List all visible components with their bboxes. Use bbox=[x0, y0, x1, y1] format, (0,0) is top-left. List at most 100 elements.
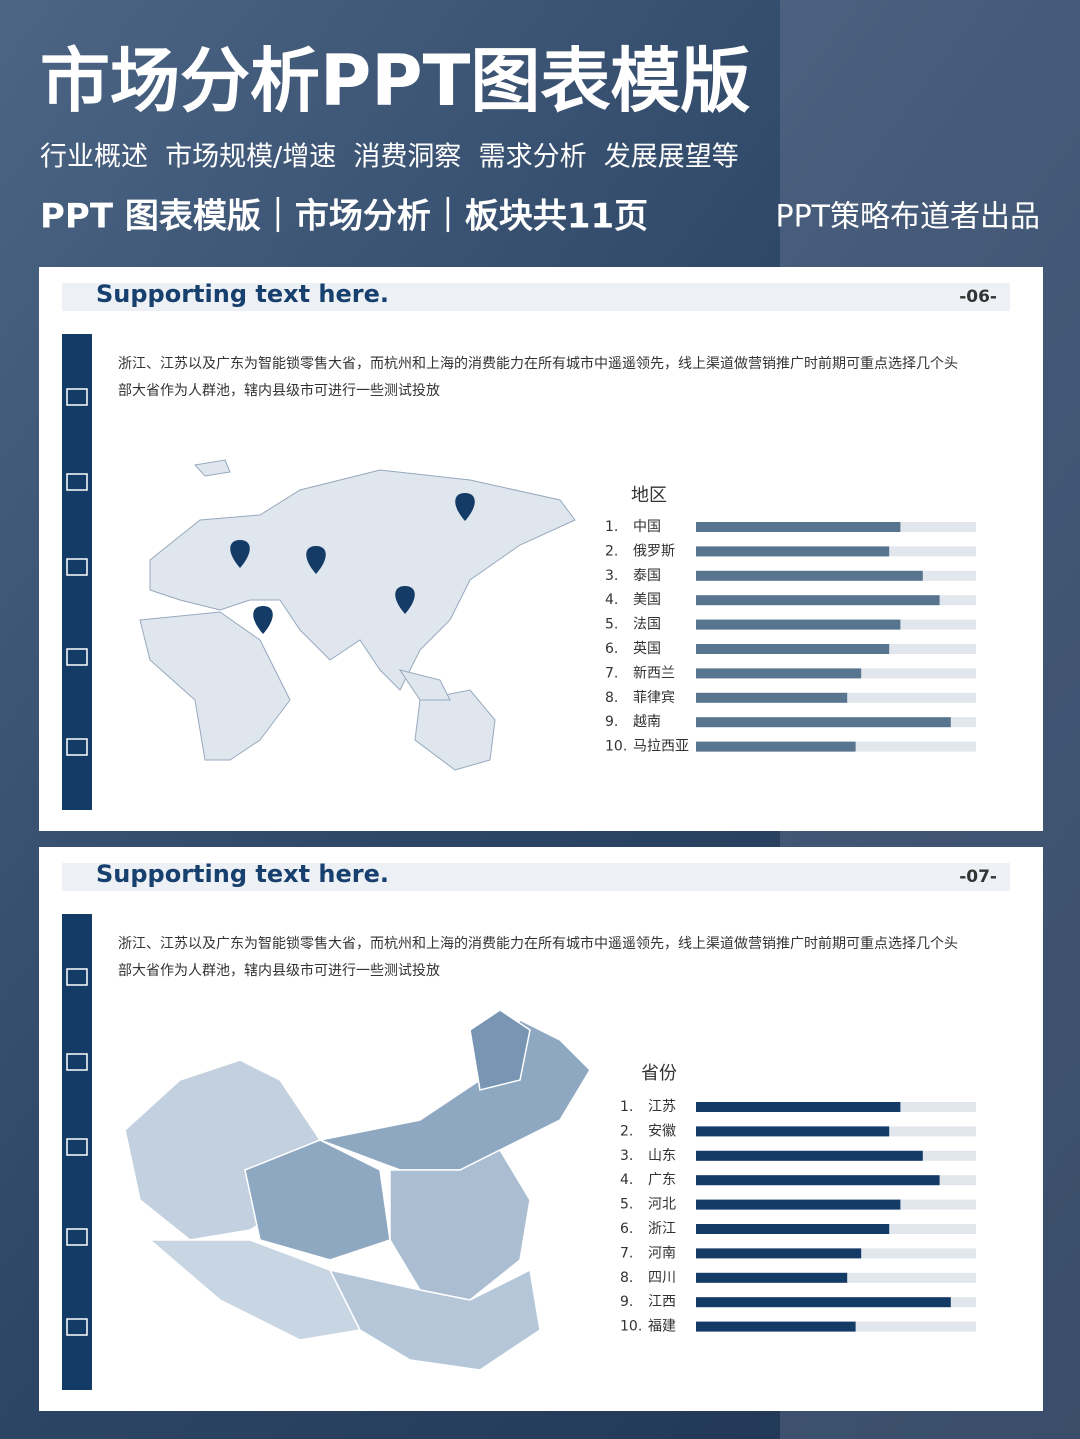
category-label: 马拉西亚 bbox=[633, 739, 689, 755]
map-pin bbox=[230, 540, 250, 568]
category-label: 美国 bbox=[633, 592, 661, 608]
slide-header-band bbox=[62, 283, 1010, 311]
category-label: 浙江 bbox=[648, 1221, 676, 1237]
sidebar-icon bbox=[66, 1228, 88, 1246]
rank-label: 10. bbox=[605, 739, 627, 755]
map-region bbox=[398, 669, 451, 701]
category-label: 中国 bbox=[633, 519, 661, 535]
map-pin bbox=[395, 586, 415, 614]
map-pin bbox=[306, 546, 326, 574]
category-label: 江西 bbox=[648, 1294, 676, 1310]
rank-label: 1. bbox=[605, 519, 618, 535]
paragraph-line: 部大省作为人群池，辖内县级市可进行一些测试投放 bbox=[118, 382, 440, 399]
map-region bbox=[389, 1149, 531, 1301]
sidebar-icon bbox=[66, 473, 88, 491]
sidebar-icon bbox=[66, 738, 88, 756]
rank-label: 6. bbox=[620, 1221, 633, 1237]
rank-label: 5. bbox=[605, 617, 618, 633]
chart-title: 地区 bbox=[631, 485, 667, 506]
bar bbox=[696, 692, 848, 703]
category-label: 俄罗斯 bbox=[633, 543, 675, 559]
sidebar-icon bbox=[66, 648, 88, 666]
paragraph-line: 浙江、江苏以及广东为智能锁零售大省，而杭州和上海的消费能力在所有城市中遥遥领先，… bbox=[118, 935, 958, 952]
rank-label: 2. bbox=[620, 1123, 633, 1139]
slide-title: Supporting text here. bbox=[96, 860, 389, 888]
bar bbox=[696, 570, 923, 581]
slide-header-band bbox=[62, 863, 1010, 891]
map-region bbox=[194, 459, 231, 477]
category-label: 广东 bbox=[648, 1172, 676, 1188]
paragraph-line: 浙江、江苏以及广东为智能锁零售大省，而杭州和上海的消费能力在所有城市中遥遥领先，… bbox=[118, 355, 958, 372]
map-pin bbox=[455, 493, 475, 521]
sidebar-icon bbox=[66, 1138, 88, 1156]
map-region bbox=[139, 611, 291, 761]
rank-label: 7. bbox=[605, 665, 618, 681]
sidebar-icon bbox=[66, 558, 88, 576]
category-label: 江苏 bbox=[648, 1099, 676, 1115]
rank-label: 8. bbox=[620, 1270, 633, 1286]
rank-label: 1. bbox=[620, 1099, 633, 1115]
map-region bbox=[469, 1009, 531, 1091]
category-label: 山东 bbox=[648, 1148, 676, 1164]
rank-label: 3. bbox=[605, 568, 618, 584]
category-label: 河南 bbox=[648, 1245, 676, 1261]
sidebar-icon bbox=[66, 1318, 88, 1336]
bar bbox=[696, 717, 951, 728]
sidebar-icon bbox=[66, 968, 88, 986]
category-label: 安徽 bbox=[648, 1123, 676, 1139]
sidebar-icon bbox=[66, 388, 88, 406]
bar bbox=[696, 522, 901, 532]
slide-page: -07- bbox=[959, 867, 997, 887]
slide: Supporting text here. -07- 浙江、江苏以及广东为智能锁零售… bbox=[39, 847, 1043, 1411]
chart-title: 省份 bbox=[641, 1063, 677, 1084]
bar bbox=[696, 1150, 923, 1161]
bar bbox=[696, 644, 890, 654]
bar bbox=[696, 1272, 848, 1283]
map-region bbox=[414, 689, 496, 771]
bar bbox=[696, 1297, 951, 1308]
rank-label: 4. bbox=[620, 1172, 633, 1188]
category-label: 法国 bbox=[633, 617, 661, 633]
category-label: 越南 bbox=[633, 714, 661, 730]
bar bbox=[696, 1126, 890, 1137]
rank-label: 5. bbox=[620, 1197, 633, 1213]
map-pin bbox=[253, 606, 273, 634]
tagline: PPT 图表模版｜市场分析｜板块共11页 bbox=[40, 197, 648, 237]
rank-label: 8. bbox=[605, 690, 618, 706]
credit: PPT策略布道者出品 bbox=[775, 200, 1040, 235]
bar bbox=[696, 1248, 862, 1259]
slide-page: -06- bbox=[959, 287, 997, 307]
bar bbox=[696, 595, 940, 606]
main-title: 市场分析PPT图表模版 bbox=[40, 40, 750, 122]
bar bbox=[696, 619, 901, 630]
bar bbox=[696, 741, 856, 752]
rank-label: 9. bbox=[605, 714, 618, 730]
rank-label: 9. bbox=[620, 1294, 633, 1310]
paragraph-line: 部大省作为人群池，辖内县级市可进行一些测试投放 bbox=[118, 962, 440, 979]
category-label: 河北 bbox=[648, 1197, 676, 1213]
bar bbox=[696, 1321, 856, 1332]
category-label: 英国 bbox=[633, 640, 661, 657]
category-label: 新西兰 bbox=[633, 665, 675, 681]
slide-title: Supporting text here. bbox=[96, 280, 389, 308]
slides: Supporting text here. -06- 浙江、江苏以及广东为智能锁零售… bbox=[39, 267, 1043, 1411]
bar bbox=[696, 1224, 890, 1234]
category-label: 四川 bbox=[648, 1270, 676, 1286]
rank-label: 10. bbox=[620, 1319, 642, 1335]
category-label: 福建 bbox=[648, 1319, 676, 1335]
rank-label: 2. bbox=[605, 543, 618, 559]
bar bbox=[696, 1102, 901, 1112]
slide: Supporting text here. -06- 浙江、江苏以及广东为智能锁零售… bbox=[39, 267, 1043, 831]
map-region bbox=[149, 469, 576, 691]
rank-label: 4. bbox=[605, 592, 618, 608]
rank-label: 6. bbox=[605, 641, 618, 657]
bar bbox=[696, 1175, 940, 1186]
rank-label: 3. bbox=[620, 1148, 633, 1164]
map-region bbox=[328, 1268, 541, 1371]
category-label: 泰国 bbox=[633, 568, 661, 584]
rank-label: 7. bbox=[620, 1245, 633, 1261]
category-label: 菲律宾 bbox=[633, 690, 675, 706]
subtitle: 行业概述 市场规模/增速 消费洞察 需求分析 发展展望等 bbox=[40, 142, 739, 173]
bar bbox=[696, 1199, 901, 1210]
